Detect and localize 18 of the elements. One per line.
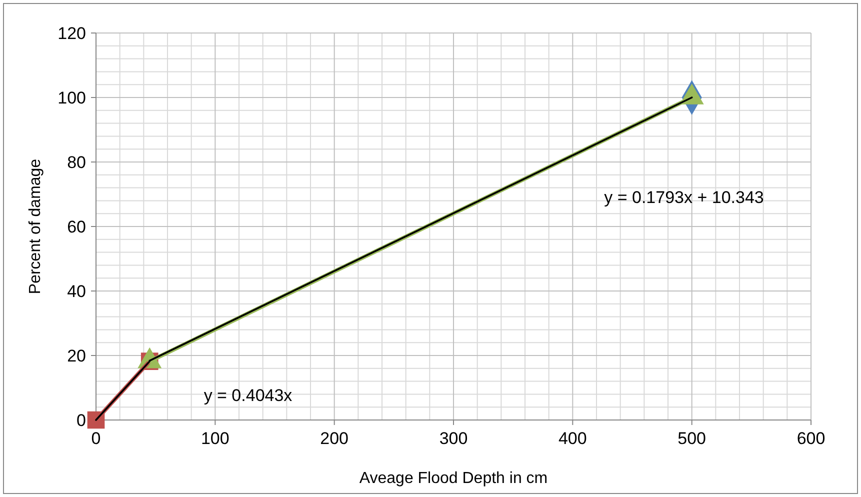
- x-tick-label: 500: [678, 429, 706, 448]
- y-tick-label: 40: [67, 282, 86, 301]
- y-tick-label: 100: [58, 88, 86, 108]
- x-tick-label: 100: [200, 429, 230, 448]
- y-axis-title: Percent of damage: [27, 158, 44, 294]
- x-tick-label: 300: [439, 429, 468, 448]
- x-tick-label: 400: [558, 429, 587, 448]
- x-tick-label: 600: [796, 429, 826, 448]
- x-tick-label: 200: [320, 429, 349, 448]
- y-tick-label: 80: [67, 153, 86, 172]
- annotation: y = 0.4043x: [204, 386, 293, 405]
- annotation: y = 0.1793x + 10.343: [604, 188, 764, 207]
- x-axis-title: Aveage Flood Depth in cm: [359, 470, 548, 487]
- y-tick-label: 20: [67, 346, 86, 366]
- y-tick-label: 120: [58, 24, 86, 43]
- y-tick-label: 60: [67, 218, 86, 236]
- y-tick-label: 0: [76, 411, 86, 430]
- x-tick-label: 0: [91, 429, 101, 448]
